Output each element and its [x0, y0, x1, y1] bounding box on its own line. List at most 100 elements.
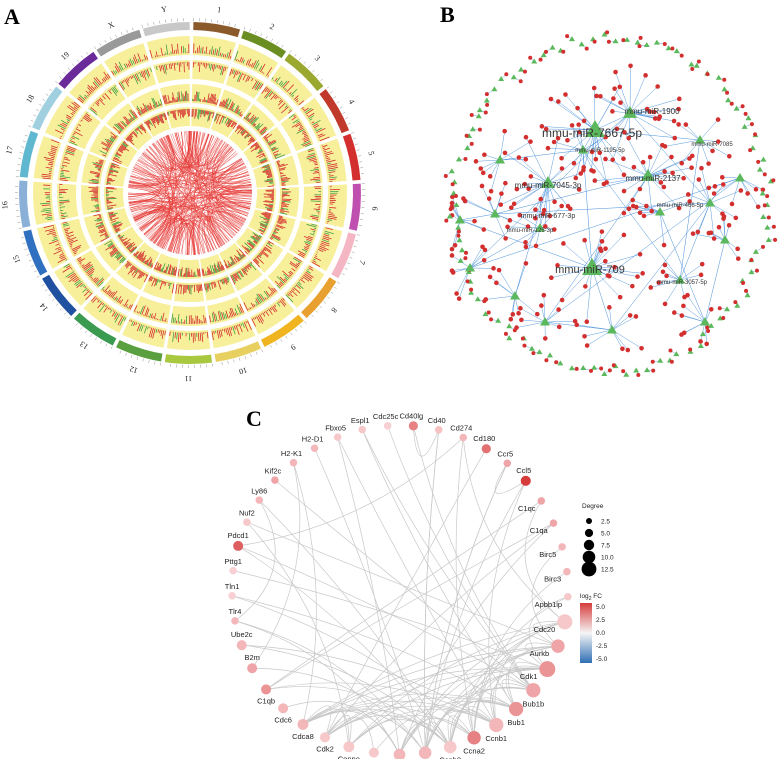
chromosome-band-18: [32, 86, 63, 131]
gene-node-pttg1: [229, 566, 237, 575]
target-gene-node: [606, 39, 611, 44]
target-gene-node: [672, 135, 678, 141]
target-gene-node: [762, 172, 767, 177]
target-gene-node: [652, 109, 657, 115]
target-gene-node: [599, 239, 605, 244]
gene-label: Bub1b: [522, 699, 544, 708]
target-gene-node: [510, 312, 516, 317]
ppi-edges: [231, 425, 569, 755]
target-gene-node: [706, 185, 712, 191]
mirna-hub-label: mmu-miR-3057-5p: [657, 280, 708, 286]
mirna-node: [697, 343, 704, 349]
gene-label: Tlr4: [229, 607, 242, 616]
target-gene-node: [698, 339, 703, 344]
gene-label: Apbb1ip: [535, 600, 563, 609]
target-gene-node: [754, 268, 759, 273]
mirna-node: [546, 352, 553, 358]
mirna-node: [699, 331, 706, 337]
target-gene-node: [603, 134, 608, 140]
target-gene-node: [662, 262, 668, 268]
target-gene-node: [621, 38, 626, 43]
target-gene-node: [640, 159, 646, 165]
target-gene-node: [503, 331, 508, 336]
target-gene-node: [669, 359, 674, 364]
target-gene-node: [573, 175, 579, 181]
target-gene-node: [523, 261, 529, 266]
chromosome-label: 16: [0, 201, 10, 210]
mirna-node: [733, 105, 740, 111]
mirna-hub-node: [675, 275, 685, 284]
target-gene-node: [525, 224, 531, 229]
target-gene-node: [577, 129, 582, 135]
data-track: [83, 213, 112, 246]
mirna-hub-node: [540, 317, 550, 326]
mirna-hub-label: mmu-miR-466-5p: [657, 203, 704, 209]
target-gene-node: [640, 271, 645, 276]
chromosome-label: X: [106, 20, 115, 31]
target-gene-node: [588, 368, 593, 373]
target-gene-node: [563, 92, 568, 97]
mirna-node: [721, 86, 728, 92]
data-track: [299, 97, 337, 143]
target-gene-node: [719, 175, 725, 180]
gene-node-cdk1: [539, 661, 556, 678]
target-gene-node: [502, 128, 507, 134]
target-gene-node: [676, 205, 682, 211]
target-gene-node: [679, 313, 685, 318]
chromosome-label: 10: [238, 365, 248, 376]
target-gene-node: [605, 30, 610, 35]
target-gene-node: [621, 156, 626, 162]
gene-label: H2-K1: [281, 449, 302, 458]
target-gene-node: [538, 57, 543, 62]
chromosome-label: 1: [217, 5, 222, 15]
target-gene-node: [735, 256, 741, 261]
target-gene-node: [517, 212, 523, 218]
chromosome-band-15: [23, 229, 48, 276]
target-gene-node: [599, 229, 605, 234]
target-gene-node: [507, 218, 513, 223]
target-gene-node: [639, 345, 644, 351]
target-gene-node: [622, 130, 627, 135]
target-gene-node: [726, 222, 732, 228]
gene-node-kif2c: [271, 476, 279, 484]
gene-label: C1qc: [518, 504, 536, 513]
gene-label: Cdc25c: [373, 412, 399, 421]
mirna-node: [764, 224, 771, 230]
target-gene-node: [745, 191, 750, 196]
panel-label-c: C: [246, 406, 262, 431]
gene-node-nek2: [368, 747, 379, 758]
target-gene-node: [584, 343, 590, 348]
gene-label: Birc3: [544, 575, 561, 584]
data-track: [256, 84, 294, 122]
target-gene-node: [572, 318, 578, 324]
target-gene-node: [589, 149, 595, 155]
target-gene-node: [627, 313, 633, 318]
target-gene-node: [635, 274, 640, 279]
target-gene-node: [559, 203, 564, 209]
target-gene-node: [569, 123, 575, 128]
gene-label: Tln1: [225, 582, 240, 591]
target-gene-node: [650, 359, 655, 364]
target-gene-node: [704, 341, 710, 347]
legend-fc-tick: 0.0: [596, 630, 605, 637]
chromosome-band-4: [319, 89, 350, 134]
target-gene-node: [748, 148, 753, 153]
target-gene-node: [690, 67, 695, 72]
chromosome-label: 4: [347, 98, 357, 106]
target-gene-node: [710, 148, 715, 154]
gene-node-cdca8: [297, 718, 309, 730]
gene-node-pdcd1: [233, 540, 244, 551]
target-gene-node: [605, 273, 611, 278]
data-track: [142, 110, 171, 137]
gene-node-c1qa: [549, 519, 558, 527]
target-gene-node: [453, 193, 458, 198]
target-gene-node: [484, 92, 489, 97]
mirna-node: [734, 302, 741, 308]
target-gene-node: [456, 233, 461, 238]
target-gene-node: [543, 126, 549, 132]
mirna-node: [540, 52, 547, 58]
target-gene-node: [771, 224, 776, 229]
data-track: [54, 262, 95, 306]
chromosome-band-11: [164, 354, 213, 365]
target-gene-node: [481, 227, 487, 232]
